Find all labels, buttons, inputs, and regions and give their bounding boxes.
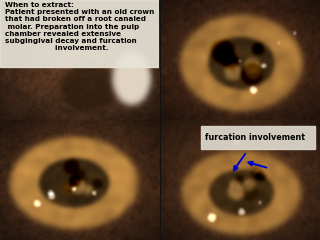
Bar [0, 0, 159, 67]
Bar [201, 126, 315, 149]
Text: furcation involvement: furcation involvement [205, 133, 306, 142]
Text: When to extract:
Patient presented with an old crown
that had broken off a root : When to extract: Patient presented with … [5, 2, 154, 51]
